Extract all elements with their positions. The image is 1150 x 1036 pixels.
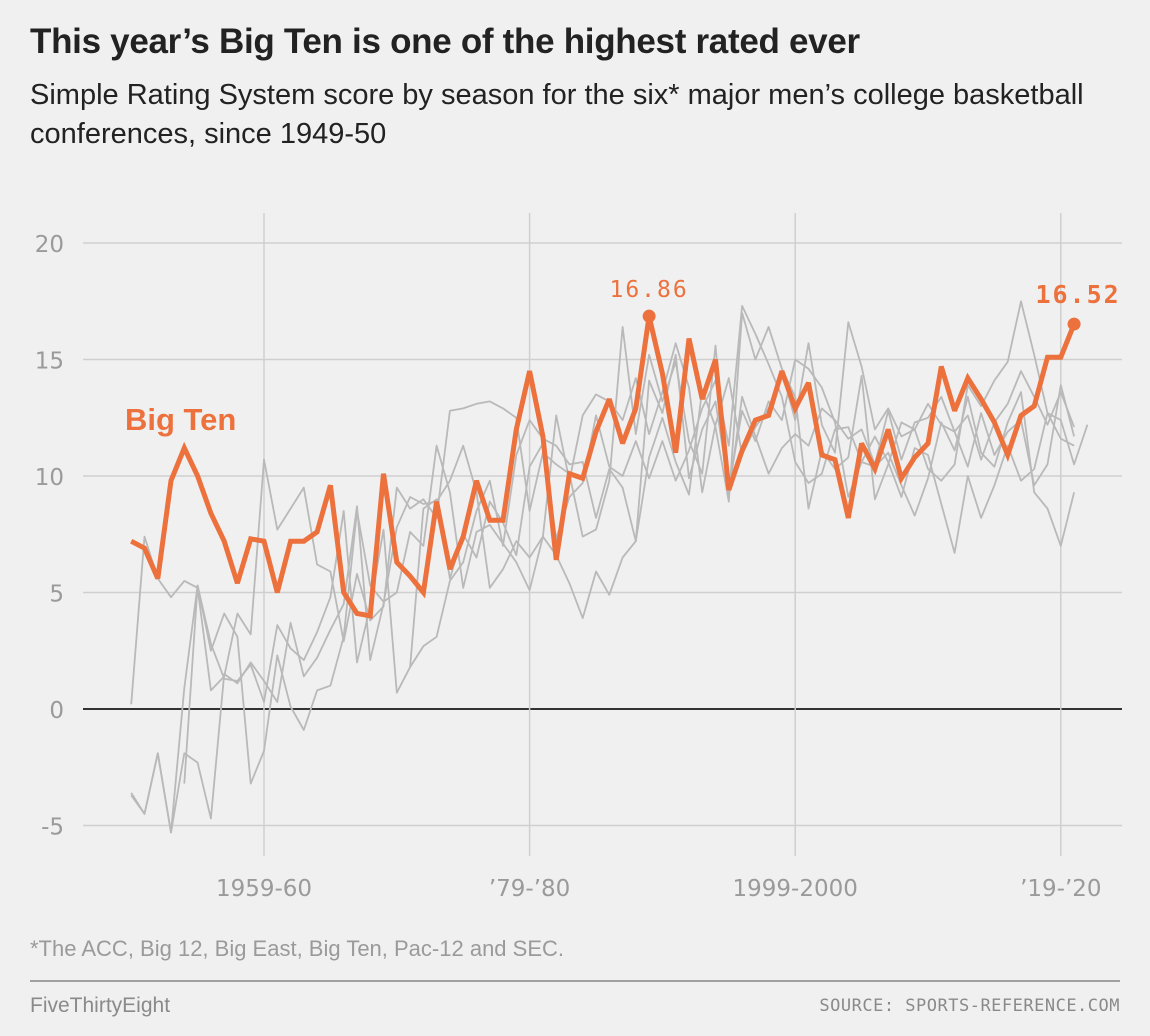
source-credit: SOURCE: SPORTS-REFERENCE.COM <box>819 996 1120 1016</box>
line-chart: 20 15 10 5 0 -5 1959-60 ’79-’80 1999-2000 ’19-’20… <box>35 213 1122 902</box>
y-tick-label: 20 <box>35 232 64 258</box>
conference-series-line <box>183 311 1075 785</box>
y-tick-label: 15 <box>35 349 64 375</box>
conference-series-line <box>130 300 1075 834</box>
annotation-label: 16.86 <box>609 277 688 303</box>
x-tick-label: ’79-’80 <box>489 876 570 902</box>
annotation-label: 16.52 <box>1035 280 1120 309</box>
y-tick-label: 10 <box>35 465 64 491</box>
x-tick-label: ’19-’20 <box>1020 876 1101 902</box>
annotation-dot <box>642 309 656 323</box>
conference-series-line <box>409 304 1089 668</box>
x-tick-label: 1999-2000 <box>733 876 858 902</box>
footnote: *The ACC, Big 12, Big East, Big Ten, Pac… <box>30 936 564 961</box>
y-tick-label: 5 <box>49 582 64 608</box>
y-tick-label: -5 <box>41 815 64 841</box>
big-ten-series-line <box>130 315 1077 619</box>
chart-title: This year’s Big Ten is one of the highes… <box>30 22 860 61</box>
chart-subtitle: Simple Rating System score by season for… <box>30 79 1084 150</box>
conference-series-line <box>130 353 1075 834</box>
big-ten-label: Big Ten <box>125 402 236 437</box>
y-tick-label: 0 <box>49 698 64 724</box>
annotation-dot <box>1067 317 1081 331</box>
x-tick-label: 1959-60 <box>216 876 312 902</box>
brand-logo-text: FiveThirtyEight <box>30 994 171 1017</box>
footer-divider <box>30 980 1120 982</box>
conference-series-line <box>130 325 1075 705</box>
